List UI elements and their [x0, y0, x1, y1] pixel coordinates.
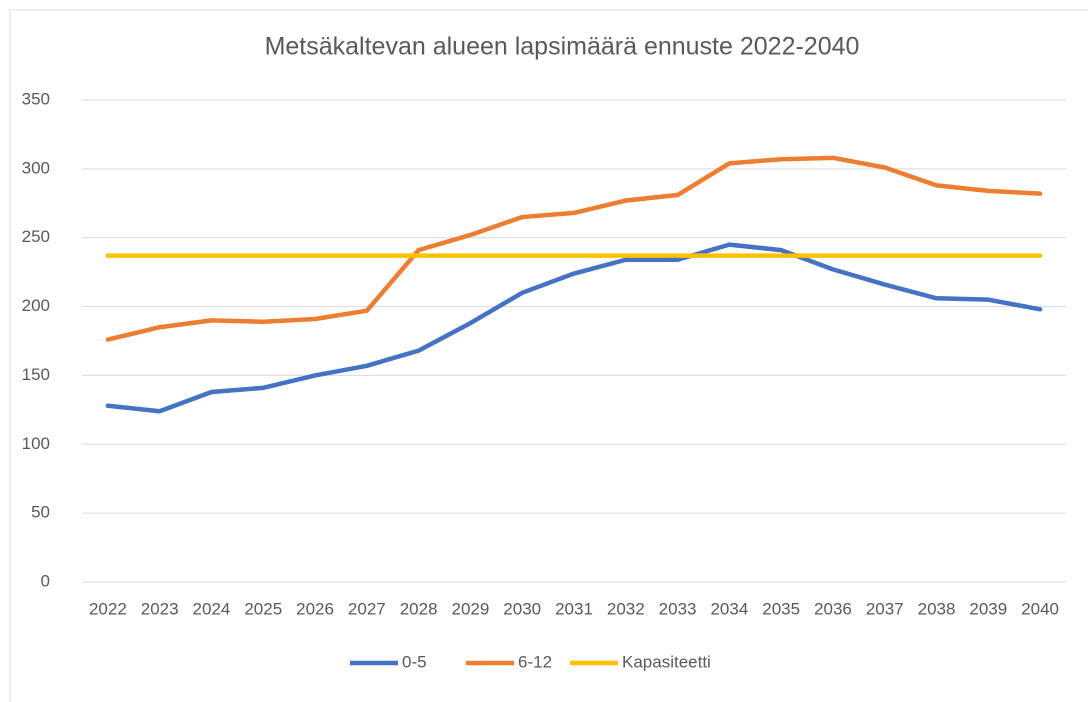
x-tick-label: 2028: [400, 599, 438, 618]
series-line: [105, 242, 1043, 414]
y-tick-label: 100: [22, 434, 50, 453]
chart-title: Metsäkaltevan alueen lapsimäärä ennuste …: [265, 33, 860, 61]
legend-label: Kapasiteetti: [622, 652, 711, 671]
x-tick-label: 2023: [141, 599, 179, 618]
x-tick-label: 2037: [866, 599, 904, 618]
chart-frame: [9, 9, 1088, 702]
x-tick-label: 2039: [969, 599, 1007, 618]
y-tick-label: 250: [22, 227, 50, 246]
x-tick-label: 2035: [762, 599, 800, 618]
y-tick-label: 300: [22, 158, 50, 177]
series-line: [105, 155, 1043, 342]
x-tick-label: 2040: [1021, 599, 1059, 618]
x-tick-label: 2030: [503, 599, 541, 618]
x-tick-label: 2025: [244, 599, 282, 618]
x-tick-label: 2032: [607, 599, 645, 618]
x-tick-label: 2033: [659, 599, 697, 618]
x-tick-label: 2031: [555, 599, 593, 618]
x-tick-label: 2038: [918, 599, 956, 618]
y-tick-label: 50: [31, 503, 50, 522]
x-tick-label: 2027: [348, 599, 386, 618]
x-tick-label: 2036: [814, 599, 852, 618]
x-tick-label: 2034: [710, 599, 748, 618]
x-tick-label: 2029: [452, 599, 490, 618]
y-tick-label: 0: [41, 571, 50, 590]
x-tick-label: 2024: [193, 599, 231, 618]
x-tick-label: 2022: [89, 599, 127, 618]
x-tick-label: 2026: [296, 599, 334, 618]
y-tick-label: 350: [22, 89, 50, 108]
legend-label: 0-5: [402, 652, 427, 671]
legend-label: 6-12: [518, 652, 552, 671]
y-tick-label: 150: [22, 365, 50, 384]
y-tick-label: 200: [22, 296, 50, 315]
